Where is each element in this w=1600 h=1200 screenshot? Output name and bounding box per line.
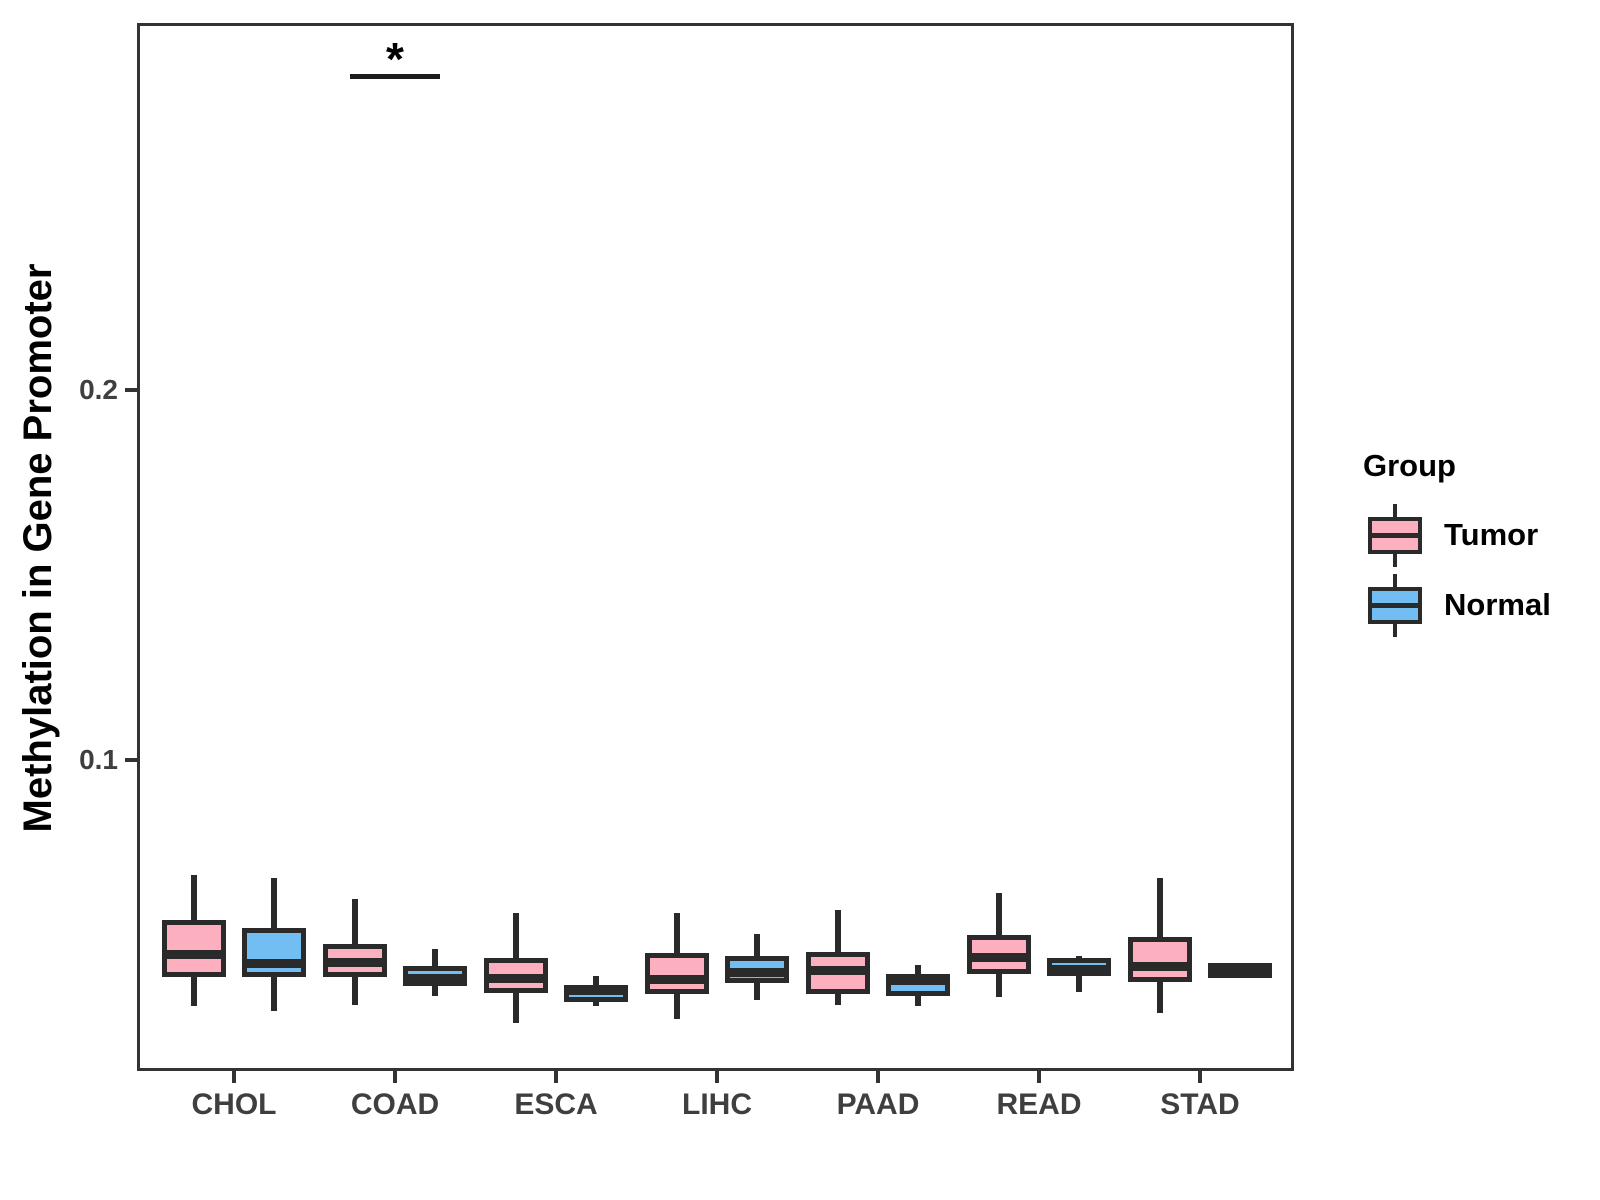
boxplot-median xyxy=(323,957,387,967)
x-tick-label: COAD xyxy=(350,1088,440,1121)
boxplot-median xyxy=(242,958,306,968)
x-tick-mark xyxy=(232,1071,236,1083)
y-tick-label: 0.1 xyxy=(79,744,118,775)
x-tick-label: READ xyxy=(996,1088,1082,1121)
boxplot-median xyxy=(806,965,870,975)
legend-title: Group xyxy=(1363,448,1456,483)
boxplot-median xyxy=(403,973,467,983)
boxplot-box xyxy=(645,953,709,994)
boxplot-box xyxy=(1128,936,1192,982)
x-tick-mark xyxy=(715,1071,719,1083)
glyph-median xyxy=(1368,602,1422,608)
boxplot-median xyxy=(564,985,628,995)
legend-label-normal: Normal xyxy=(1444,587,1551,622)
x-tick-label: STAD xyxy=(1160,1088,1240,1121)
x-tick-label: LIHC xyxy=(682,1088,752,1121)
boxplot-glyph-icon xyxy=(1368,573,1422,637)
boxplot-median xyxy=(725,967,789,977)
x-tick-mark xyxy=(1037,1071,1041,1083)
plot-panel xyxy=(137,23,1294,1071)
boxplot-median xyxy=(162,950,226,960)
boxplot-median xyxy=(1208,963,1272,973)
legend: Group Tumor Normal xyxy=(1363,448,1593,640)
x-tick-mark xyxy=(554,1071,558,1083)
boxplot-median xyxy=(886,975,950,985)
legend-entry-normal: Normal xyxy=(1363,570,1593,640)
significance-asterisk: * xyxy=(386,32,404,85)
boxplot-box xyxy=(242,927,306,977)
boxplot-box xyxy=(162,919,226,977)
glyph-median xyxy=(1368,532,1422,538)
legend-entry-tumor: Tumor xyxy=(1363,500,1593,570)
x-tick-label: CHOL xyxy=(191,1088,277,1121)
x-tick-label: ESCA xyxy=(514,1088,598,1121)
x-tick-mark xyxy=(876,1071,880,1083)
y-tick-mark xyxy=(125,758,137,762)
x-tick-mark xyxy=(393,1071,397,1083)
boxplot-median xyxy=(484,973,548,983)
legend-label-tumor: Tumor xyxy=(1444,517,1539,552)
boxplot-glyph-icon xyxy=(1368,503,1422,567)
boxplot-median xyxy=(645,974,709,984)
y-tick-label: 0.2 xyxy=(79,374,118,405)
boxplot-median xyxy=(1128,961,1192,971)
x-tick-mark xyxy=(1198,1071,1202,1083)
boxplot-median xyxy=(967,953,1031,963)
boxplot-median xyxy=(1047,964,1111,974)
y-tick-mark xyxy=(125,388,137,392)
x-tick-label: PAAD xyxy=(836,1088,920,1121)
significance-bar xyxy=(350,73,440,79)
